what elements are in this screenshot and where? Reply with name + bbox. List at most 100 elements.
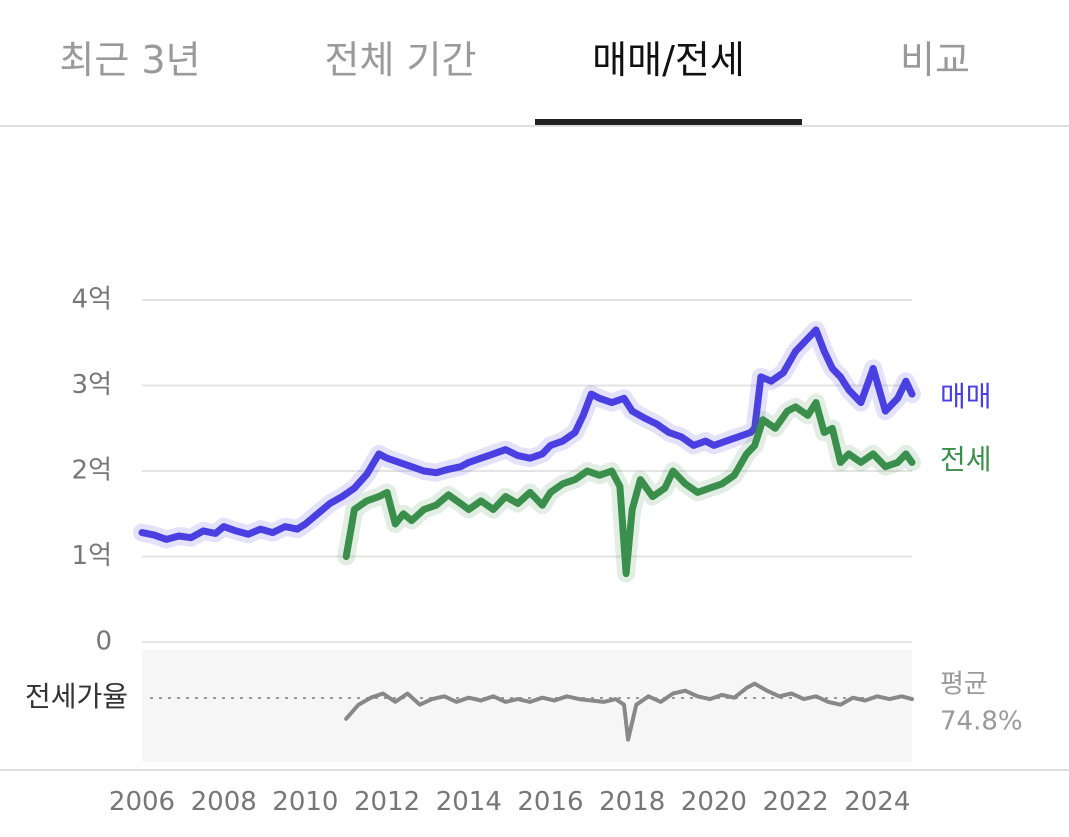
sale-data-point (597, 395, 603, 401)
sale-range-band (133, 320, 921, 549)
jeonse-data-point (384, 489, 390, 495)
ratio-data-point (708, 697, 712, 701)
jeonse-series-label: 전세 (940, 443, 992, 476)
sale-data-point (572, 430, 578, 436)
sale-data-point (621, 395, 627, 401)
sale-data-point (666, 430, 672, 436)
ratio-data-point (647, 694, 651, 698)
ratio-data-point (851, 696, 855, 700)
tab-sale-jeonse[interactable]: 매매/전세 (592, 38, 745, 82)
jeonse-data-point (392, 521, 398, 527)
ratio-data-point (406, 692, 410, 696)
ratio-data-point (839, 703, 843, 707)
sale-data-point (221, 524, 227, 530)
ratio-data-point (622, 703, 626, 707)
sale-data-point (315, 511, 321, 517)
ratio-data-point (753, 682, 757, 686)
jeonse-data-point (662, 485, 668, 491)
sale-data-point (376, 451, 382, 457)
ratio-data-point (344, 717, 348, 721)
sale-series-label: 매매 (940, 380, 992, 413)
ratio-data-point (814, 694, 818, 698)
jeonse-data-point (409, 518, 415, 524)
jeonse-data-point (829, 425, 835, 431)
jeonse-data-point (629, 506, 635, 512)
sale-data-point (176, 533, 182, 539)
tab-recent-3-years[interactable]: 최근 3년 (59, 38, 201, 82)
jeonse-data-point (400, 511, 406, 517)
sale-data-point (858, 400, 864, 406)
x-tick-label: 2008 (191, 787, 257, 817)
sale-data-point (711, 442, 717, 448)
tab-compare[interactable]: 비교 (900, 38, 970, 82)
sale-data-point (588, 391, 594, 397)
jeonse-data-point (760, 417, 766, 423)
jeonse-data-point (609, 468, 615, 474)
tabs-divider (0, 125, 1069, 127)
tab-all-period[interactable]: 전체 기간 (324, 38, 477, 82)
jeonse-data-point (637, 477, 643, 483)
sale-data-point (139, 530, 145, 536)
sale-data-point (735, 434, 741, 440)
sale-data-point (478, 455, 484, 461)
sale-data-point (458, 464, 464, 470)
jeonse-data-point (838, 459, 844, 465)
sale-data-point (466, 459, 472, 465)
jeonse-data-point (547, 489, 553, 495)
sale-data-point (758, 374, 764, 380)
sale-data-point (294, 526, 300, 532)
ratio-data-point (455, 700, 459, 704)
y-tick-label: 1억 (72, 541, 112, 571)
period-tab-bar: 최근 3년 전체 기간 매매/전세 비교 (0, 0, 1069, 128)
sale-data-point (539, 451, 545, 457)
ratio-data-point (826, 700, 830, 704)
sale-data-point (396, 459, 402, 465)
ratio-data-point (553, 699, 557, 703)
ratio-series-label: 전세가율 (25, 680, 128, 713)
sale-data-point (433, 470, 439, 476)
sale-data-point (547, 442, 553, 448)
sale-data-point (629, 408, 635, 414)
jeonse-data-point (539, 502, 545, 508)
jeonse-data-point (617, 483, 623, 489)
jeonse-data-point (527, 489, 533, 495)
ratio-data-point (528, 700, 532, 704)
sale-data-point (748, 430, 754, 436)
jeonse-data-point (466, 506, 472, 512)
sale-data-point (527, 455, 533, 461)
sale-data-point (409, 464, 415, 470)
sale-data-point (188, 535, 194, 541)
y-tick-label: 3억 (72, 370, 112, 400)
sale-data-point (384, 455, 390, 461)
jeonse-data-point (503, 494, 509, 500)
ratio-data-point (369, 696, 373, 700)
sale-data-point (838, 374, 844, 380)
jeonse-data-point (793, 404, 799, 410)
x-tick-label: 2022 (762, 787, 828, 817)
ratio-data-point (540, 696, 544, 700)
jeonse-data-point (597, 472, 603, 478)
jeonse-data-point (909, 459, 915, 465)
ratio-data-point (565, 694, 569, 698)
jeonse-data-point (895, 459, 901, 465)
jeonse-data-point (707, 485, 713, 491)
ratio-average-label: 평균 (940, 670, 988, 700)
sale-data-point (490, 451, 496, 457)
sale-data-point (270, 530, 276, 536)
ratio-data-point (696, 694, 700, 698)
jeonse-data-point (572, 477, 578, 483)
sale-data-point (768, 378, 774, 384)
sale-data-point (882, 408, 888, 414)
jeonse-data-point (731, 472, 737, 478)
sale-data-point (560, 438, 566, 444)
sale-data-point (703, 438, 709, 444)
jeonse-data-point (870, 451, 876, 457)
jeonse-data-point (351, 506, 357, 512)
jeonse-data-point (343, 554, 349, 559)
ratio-data-point (910, 697, 914, 701)
ratio-data-point (577, 697, 581, 701)
jeonse-data-point (623, 571, 629, 577)
sale-data-point (421, 468, 427, 474)
jeonse-data-point (719, 481, 725, 487)
ratio-data-point (863, 699, 867, 703)
